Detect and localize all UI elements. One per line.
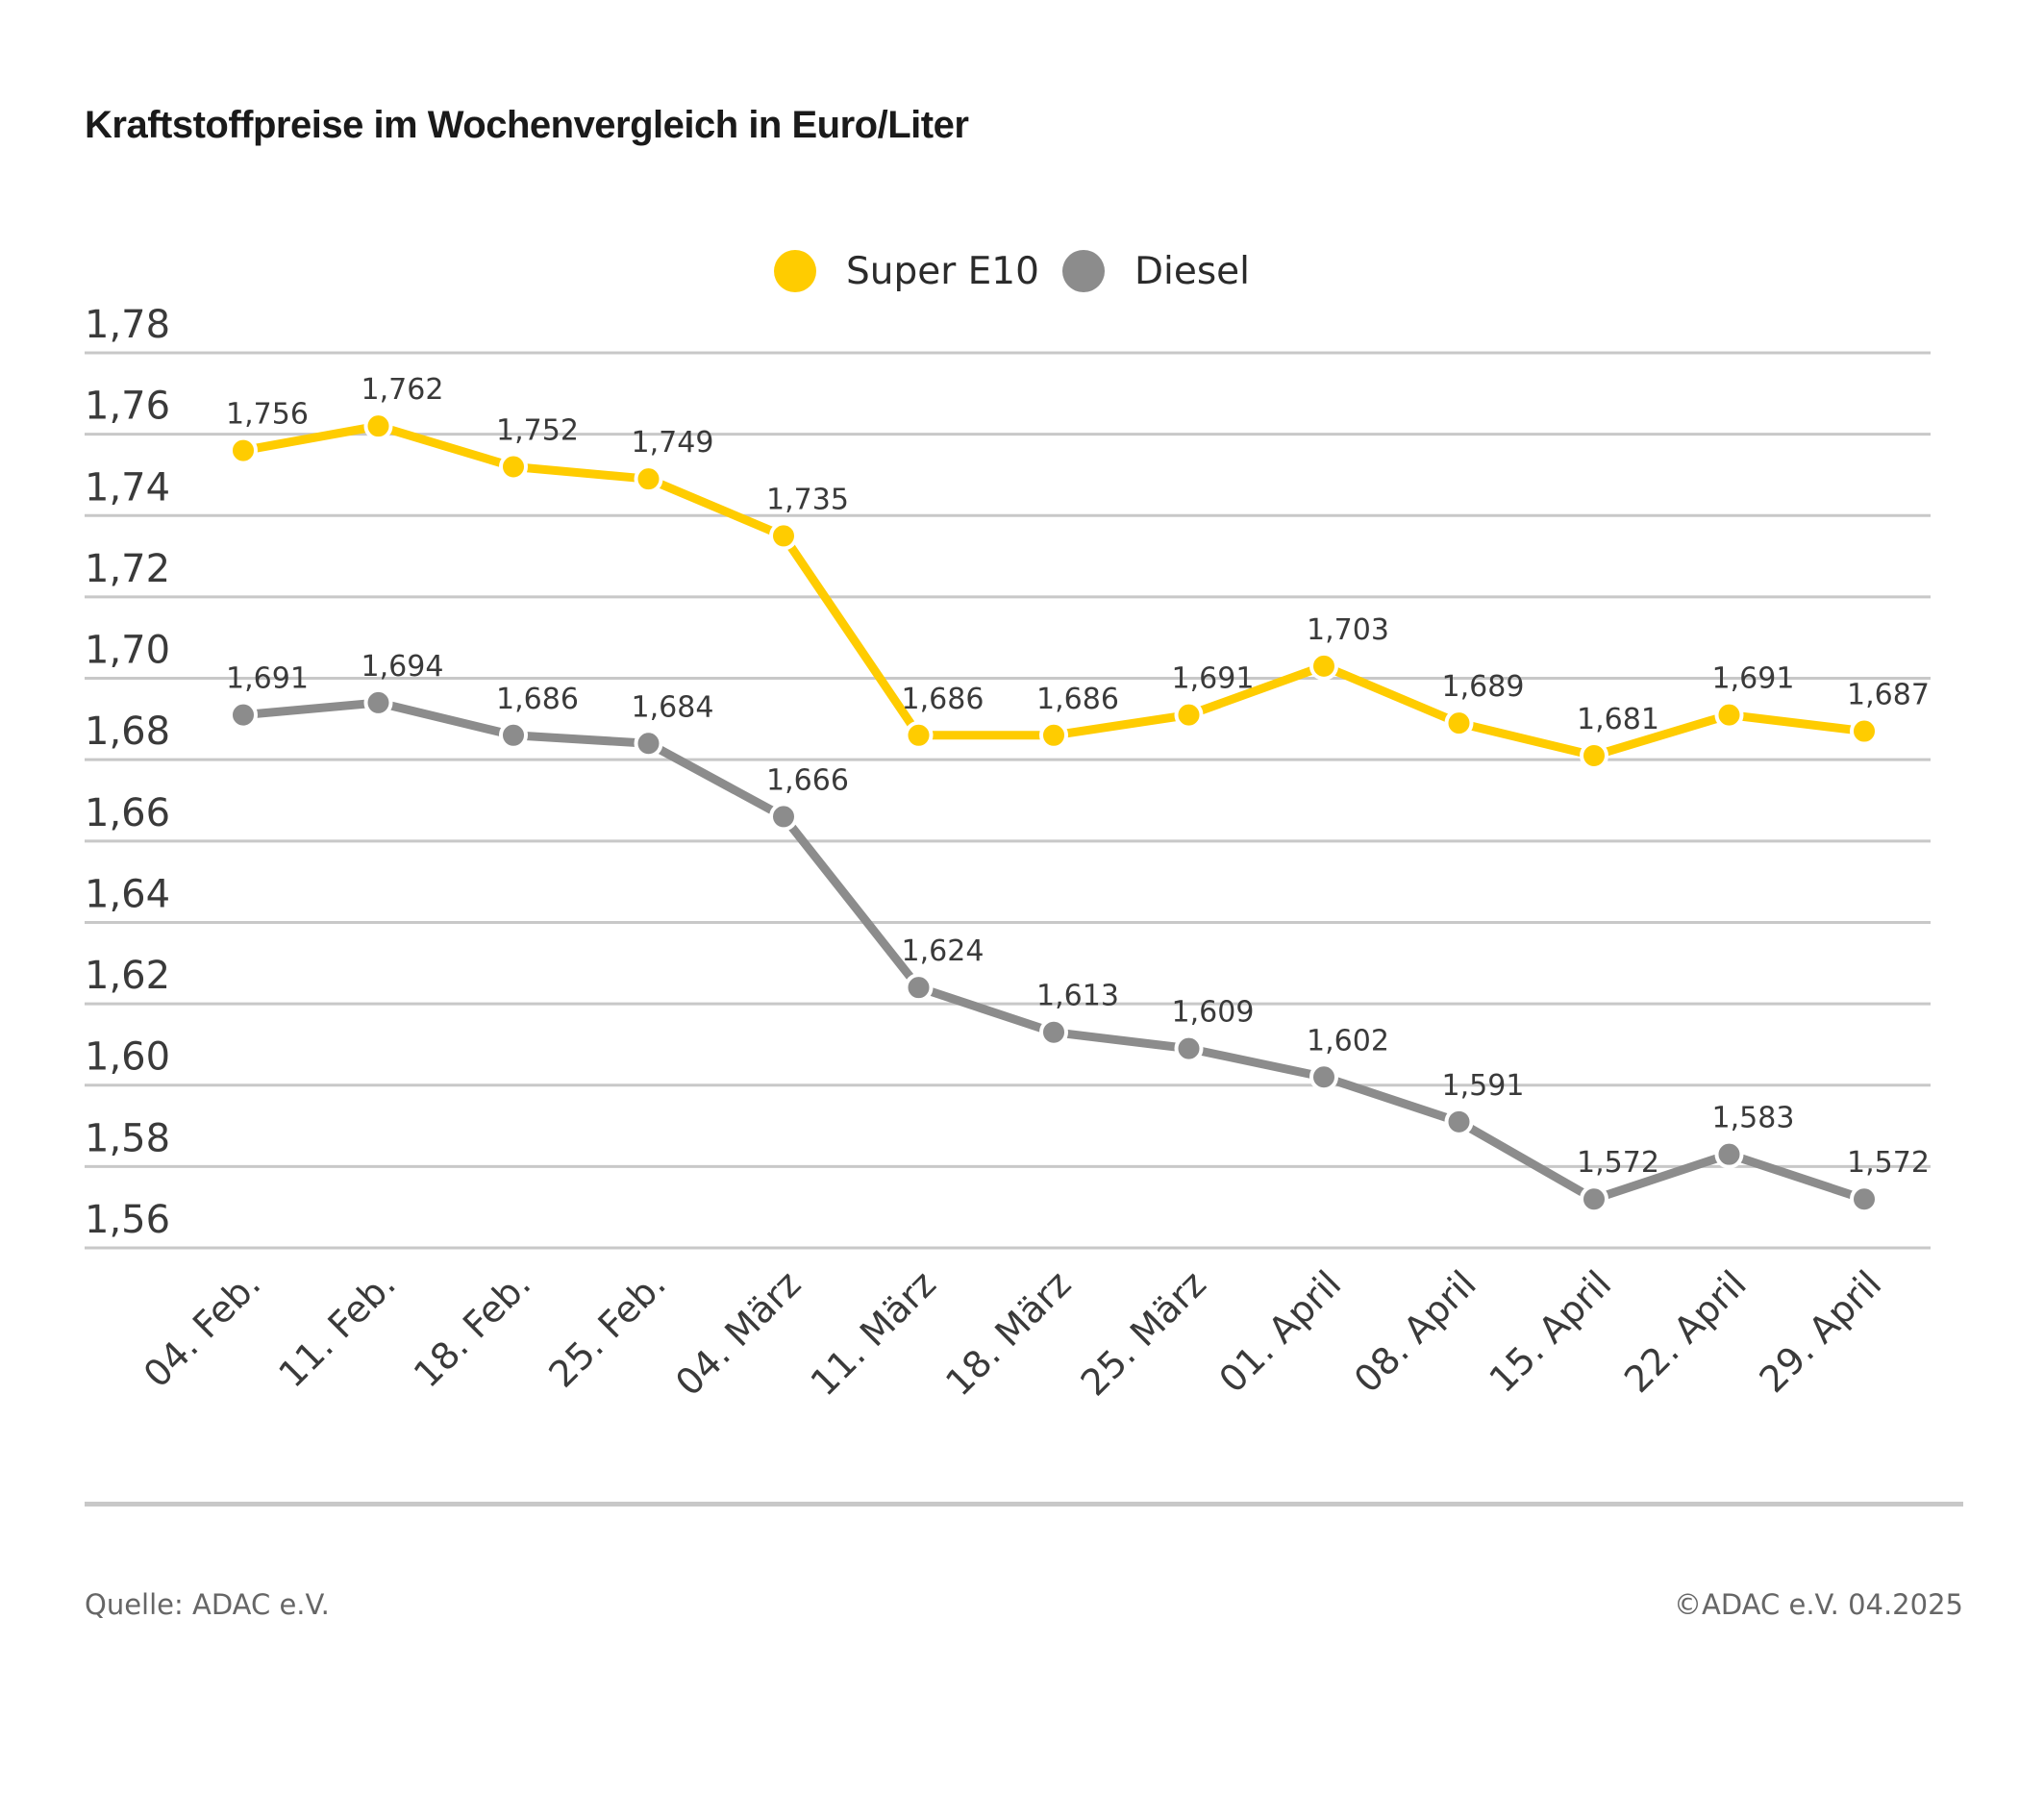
data-point-diesel — [904, 973, 934, 1003]
data-label-super-e10: 1,687 — [1847, 679, 1930, 712]
copyright-note: ©ADAC e.V. 04.2025 — [1674, 1588, 1963, 1621]
data-point-diesel — [1850, 1184, 1879, 1214]
footer-divider — [85, 1502, 1963, 1507]
y-tick-label: 1,74 — [85, 465, 170, 510]
source-note: Quelle: ADAC e.V. — [85, 1588, 330, 1621]
data-point-diesel — [499, 720, 528, 750]
data-label-diesel: 1,572 — [1577, 1146, 1659, 1180]
data-label-super-e10: 1,752 — [496, 413, 579, 447]
legend-marker-diesel — [1062, 250, 1105, 292]
data-label-super-e10: 1,756 — [226, 398, 309, 432]
data-label-diesel: 1,684 — [632, 690, 714, 724]
data-label-diesel: 1,609 — [1172, 996, 1255, 1030]
data-label-super-e10: 1,691 — [1172, 662, 1255, 696]
data-label-super-e10: 1,691 — [1712, 662, 1795, 696]
data-label-diesel: 1,572 — [1847, 1146, 1930, 1180]
x-axis-ticks: 04. Feb. 11. Feb. 18. Feb. 25. Feb.04. März… — [136, 1262, 1890, 1404]
x-tick-label: 15. April — [1482, 1262, 1620, 1401]
y-tick-label: 1,78 — [85, 303, 170, 347]
x-tick-label: 11. März — [803, 1262, 944, 1404]
data-label-diesel: 1,591 — [1442, 1069, 1525, 1103]
legend-label: Diesel — [1134, 250, 1250, 293]
y-tick-label: 1,56 — [85, 1198, 170, 1242]
data-point-diesel — [1039, 1017, 1068, 1047]
line-diesel — [242, 698, 1866, 1204]
data-point-diesel — [363, 687, 393, 717]
data-point-super-e10 — [499, 452, 528, 482]
x-tick-label: 25. Feb. — [540, 1262, 674, 1396]
data-label-diesel: 1,666 — [766, 763, 849, 797]
data-label-super-e10: 1,689 — [1442, 670, 1525, 704]
x-tick-label: 04. Feb. — [136, 1262, 269, 1396]
y-tick-label: 1,58 — [85, 1116, 170, 1160]
data-point-diesel — [1580, 1184, 1608, 1214]
x-tick-label: 04. März — [667, 1262, 809, 1404]
data-point-super-e10 — [769, 521, 798, 551]
data-label-diesel: 1,602 — [1307, 1024, 1389, 1058]
y-tick-label: 1,72 — [85, 547, 170, 591]
data-point-diesel — [1174, 1033, 1204, 1063]
x-tick-label: 25. März — [1073, 1262, 1214, 1404]
data-label-super-e10: 1,681 — [1577, 703, 1659, 736]
y-tick-label: 1,64 — [85, 872, 170, 916]
x-tick-label: 18. Feb. — [406, 1262, 539, 1396]
data-point-diesel — [769, 802, 798, 832]
data-point-super-e10 — [1850, 716, 1879, 746]
y-tick-label: 1,60 — [85, 1035, 170, 1080]
data-label-diesel: 1,691 — [226, 662, 309, 696]
data-point-super-e10 — [904, 720, 934, 750]
x-tick-label: 11. Feb. — [270, 1262, 404, 1396]
x-tick-label: 18. März — [937, 1262, 1079, 1404]
data-label-diesel: 1,583 — [1712, 1102, 1795, 1135]
y-tick-label: 1,76 — [85, 385, 170, 429]
y-tick-label: 1,70 — [85, 629, 170, 673]
data-point-diesel — [634, 729, 663, 759]
y-tick-label: 1,68 — [85, 710, 170, 754]
data-point-diesel — [229, 700, 258, 730]
data-point-super-e10 — [229, 436, 258, 465]
data-point-super-e10 — [1174, 700, 1204, 730]
y-axis-ticks: 1,78 1,76 1,74 1,72 1,70 1,68 1,66 1,64 1,62 1,60… — [85, 303, 170, 1242]
series-super-e10: 1,756 1,762 1,752 1,749 1,735 1,686 1,686 1,691… — [226, 373, 1930, 770]
legend-marker-super-e10 — [774, 250, 816, 292]
x-tick-label: 22. April — [1616, 1262, 1755, 1401]
chart-title: Kraftstoffpreise im Wochenvergleich in E… — [85, 104, 969, 146]
gridlines — [85, 351, 1931, 1250]
data-label-super-e10: 1,762 — [361, 373, 444, 407]
x-tick-label: 29. April — [1752, 1262, 1890, 1401]
data-label-super-e10: 1,703 — [1307, 613, 1389, 647]
x-tick-label: 08. April — [1346, 1262, 1484, 1401]
series-diesel: 1,691 1,694 1,686 1,684 1,666 1,624 1,613 1,609… — [226, 650, 1930, 1214]
y-tick-label: 1,66 — [85, 791, 170, 835]
data-label-super-e10: 1,749 — [632, 426, 714, 460]
data-point-super-e10 — [1714, 700, 1744, 730]
y-tick-label: 1,62 — [85, 954, 170, 998]
data-point-super-e10 — [1444, 709, 1474, 738]
data-label-diesel: 1,624 — [902, 934, 985, 968]
data-label-diesel: 1,686 — [496, 683, 579, 716]
data-label-diesel: 1,694 — [361, 650, 444, 684]
data-label-super-e10: 1,735 — [766, 483, 849, 516]
data-point-super-e10 — [634, 464, 663, 494]
data-point-diesel — [1714, 1139, 1744, 1169]
data-label-super-e10: 1,686 — [902, 683, 985, 716]
data-point-super-e10 — [1039, 720, 1068, 750]
data-point-super-e10 — [363, 411, 393, 441]
data-point-diesel — [1309, 1062, 1338, 1092]
data-label-super-e10: 1,686 — [1036, 683, 1119, 716]
data-label-diesel: 1,613 — [1036, 980, 1119, 1013]
data-point-diesel — [1444, 1107, 1474, 1136]
legend-label: Super E10 — [846, 250, 1039, 293]
legend: Super E10 Diesel — [774, 250, 1250, 293]
data-point-super-e10 — [1309, 651, 1338, 681]
data-point-super-e10 — [1580, 740, 1608, 770]
x-tick-label: 01. April — [1211, 1262, 1350, 1401]
